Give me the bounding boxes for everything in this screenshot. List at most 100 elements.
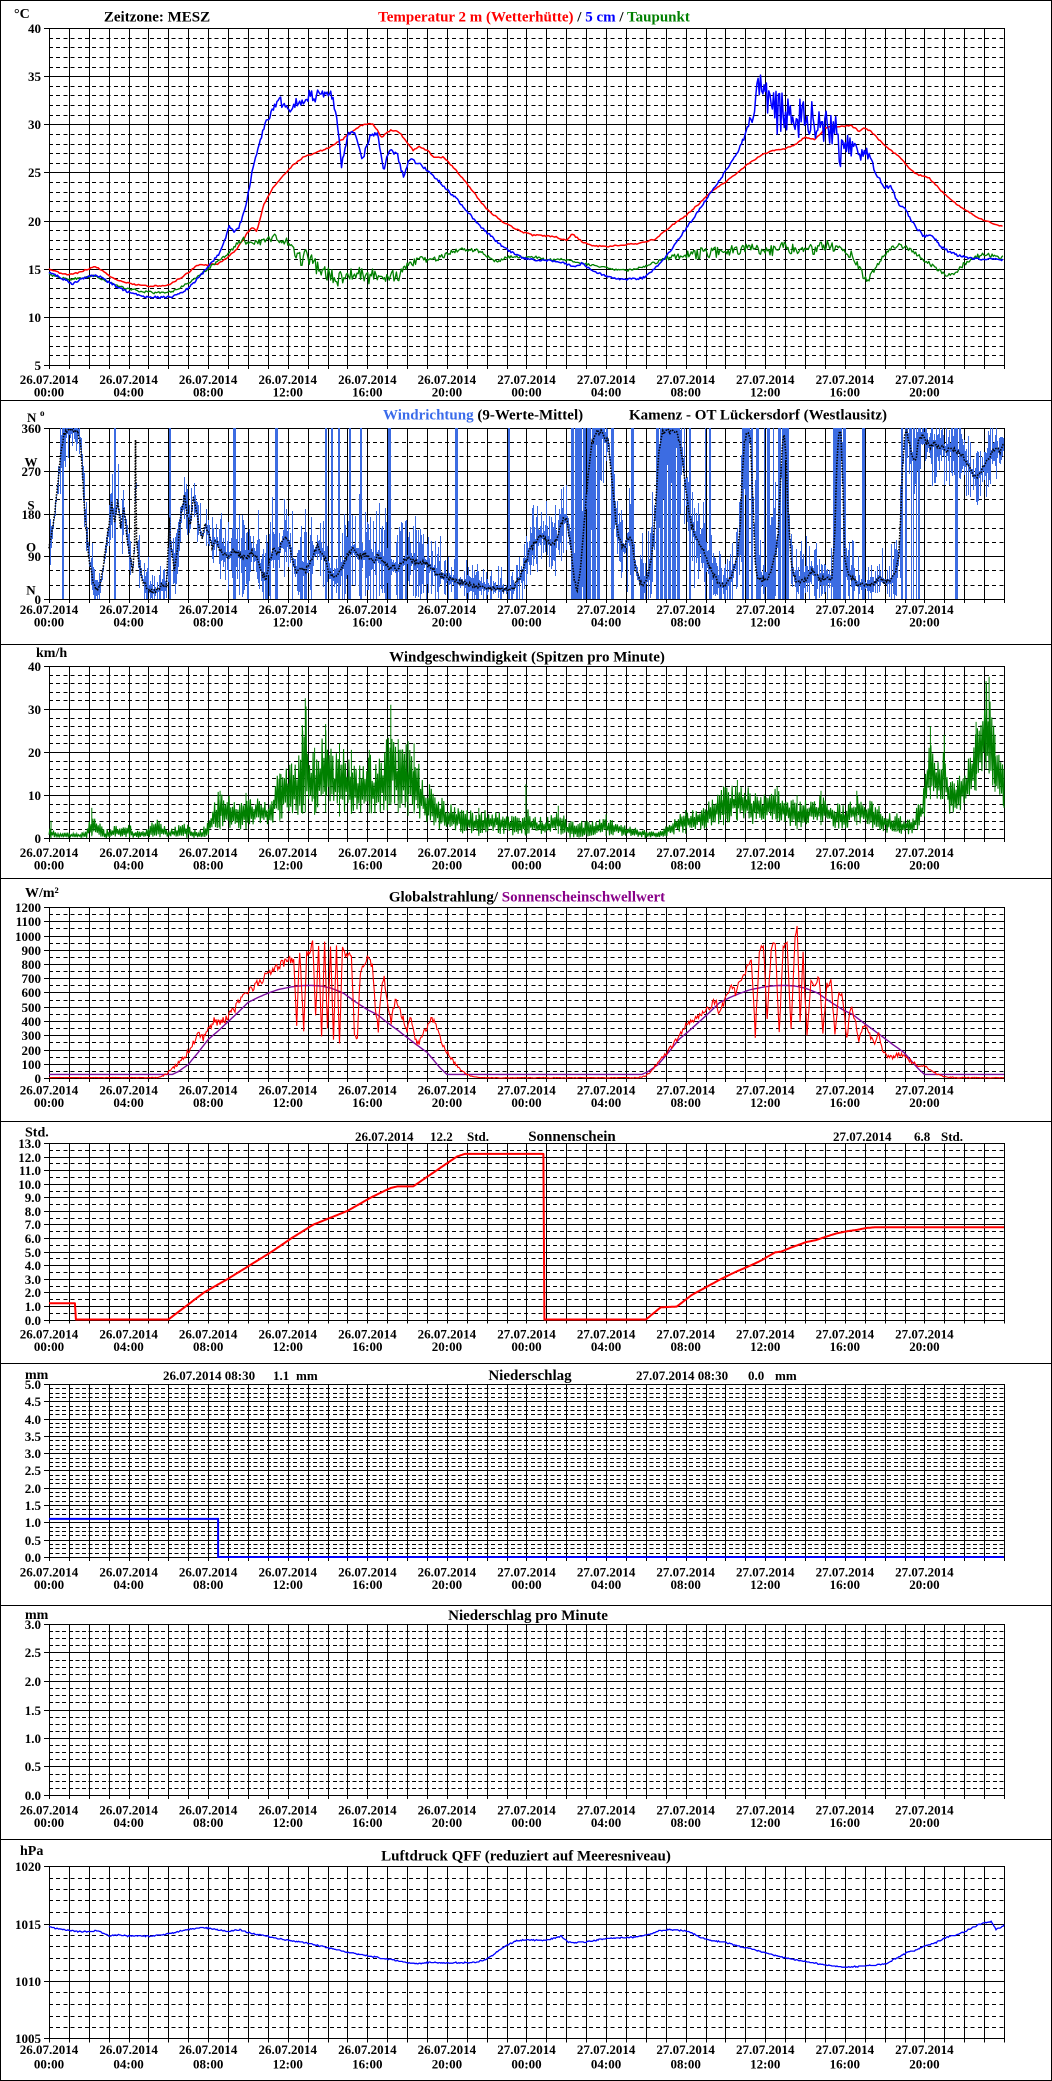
svg-text:30: 30 <box>28 702 41 717</box>
svg-text:08:00: 08:00 <box>670 385 700 400</box>
svg-text:26.07.2014: 26.07.2014 <box>20 372 79 387</box>
svg-text:1.5: 1.5 <box>25 1703 42 1718</box>
svg-text:Zeitzone: MESZ: Zeitzone: MESZ <box>104 10 210 26</box>
svg-text:27.07.2014: 27.07.2014 <box>736 1803 795 1818</box>
svg-text:5.0: 5.0 <box>25 1245 41 1260</box>
svg-text:27.07.2014: 27.07.2014 <box>816 1803 875 1818</box>
svg-text:11.0: 11.0 <box>19 1163 41 1178</box>
svg-text:12:00: 12:00 <box>750 858 780 873</box>
svg-text:26.07.2014: 26.07.2014 <box>259 372 318 387</box>
svg-text:10: 10 <box>28 788 41 803</box>
svg-text:1.1: 1.1 <box>273 1368 289 1383</box>
svg-text:200: 200 <box>22 1043 42 1058</box>
svg-text:26.07.2014: 26.07.2014 <box>179 2042 238 2057</box>
svg-text:26.07.2014: 26.07.2014 <box>355 1129 414 1144</box>
svg-text:3.0: 3.0 <box>25 1446 41 1461</box>
svg-text:16:00: 16:00 <box>352 385 382 400</box>
svg-text:16:00: 16:00 <box>830 1815 860 1830</box>
svg-text:Temperatur 2 m (Wetterhütte) /: Temperatur 2 m (Wetterhütte) / 5 cm / Ta… <box>378 10 690 26</box>
svg-text:27.07.2014: 27.07.2014 <box>577 1083 636 1098</box>
svg-text:04:00: 04:00 <box>113 385 143 400</box>
svg-text:26.07.2014: 26.07.2014 <box>20 2042 79 2057</box>
svg-text:00:00: 00:00 <box>511 1815 541 1830</box>
svg-text:26.07.2014: 26.07.2014 <box>418 1327 477 1342</box>
svg-text:26.07.2014: 26.07.2014 <box>259 602 318 617</box>
svg-text:0.0: 0.0 <box>25 1313 41 1328</box>
svg-text:2.5: 2.5 <box>25 1463 42 1478</box>
svg-text:Niederschlag: Niederschlag <box>488 1368 572 1384</box>
svg-text:27.07.2014: 27.07.2014 <box>577 845 636 860</box>
svg-text:20:00: 20:00 <box>432 858 462 873</box>
svg-text:hPa: hPa <box>20 1844 43 1859</box>
svg-text:26.07.2014: 26.07.2014 <box>99 372 158 387</box>
svg-text:26.07.2014: 26.07.2014 <box>418 2042 477 2057</box>
svg-text:1.0: 1.0 <box>25 1731 41 1746</box>
svg-text:26.07.2014: 26.07.2014 <box>418 1083 477 1098</box>
svg-text:6.8: 6.8 <box>914 1129 931 1144</box>
svg-text:27.07.2014: 27.07.2014 <box>577 1565 636 1580</box>
svg-text:26.07.2014: 26.07.2014 <box>418 372 477 387</box>
svg-text:27.07.2014: 27.07.2014 <box>497 1083 556 1098</box>
svg-text:08:00: 08:00 <box>193 1095 223 1110</box>
svg-text:5: 5 <box>35 358 42 373</box>
svg-text:04:00: 04:00 <box>113 858 143 873</box>
svg-text:04:00: 04:00 <box>113 1815 143 1830</box>
svg-text:20:00: 20:00 <box>432 2057 462 2072</box>
svg-text:27.07.2014: 27.07.2014 <box>895 845 954 860</box>
svg-text:26.07.2014: 26.07.2014 <box>259 1083 318 1098</box>
svg-text:16:00: 16:00 <box>830 385 860 400</box>
svg-text:20:00: 20:00 <box>909 615 939 630</box>
svg-text:1.0: 1.0 <box>25 1515 41 1530</box>
svg-text:27.07.2014: 27.07.2014 <box>816 1083 875 1098</box>
svg-text:Sonnenschein: Sonnenschein <box>528 1129 616 1145</box>
svg-text:mm: mm <box>775 1368 797 1383</box>
svg-text:26.07.2014: 26.07.2014 <box>99 2042 158 2057</box>
svg-text:27.07.2014: 27.07.2014 <box>816 1327 875 1342</box>
svg-text:0.0: 0.0 <box>25 1550 41 1565</box>
svg-text:27.07.2014: 27.07.2014 <box>816 372 875 387</box>
svg-text:27.07.2014: 27.07.2014 <box>656 845 715 860</box>
svg-text:1200: 1200 <box>15 900 41 915</box>
svg-text:12:00: 12:00 <box>750 1815 780 1830</box>
svg-text:27.07.2014: 27.07.2014 <box>736 2042 795 2057</box>
svg-text:800: 800 <box>22 957 42 972</box>
svg-text:26.07.2014 08:30: 26.07.2014 08:30 <box>163 1368 255 1383</box>
svg-text:Windgeschwindigkeit (Spitzen p: Windgeschwindigkeit (Spitzen pro Minute) <box>389 650 665 666</box>
svg-text:40: 40 <box>28 21 41 36</box>
svg-text:12:00: 12:00 <box>273 615 303 630</box>
svg-text:16:00: 16:00 <box>352 1577 382 1592</box>
svg-text:Std.: Std. <box>25 1126 49 1141</box>
svg-text:100: 100 <box>22 1057 42 1072</box>
svg-text:2.0: 2.0 <box>25 1674 41 1689</box>
svg-text:20:00: 20:00 <box>432 385 462 400</box>
svg-text:300: 300 <box>22 1028 42 1043</box>
svg-text:8.0: 8.0 <box>25 1204 41 1219</box>
svg-text:16:00: 16:00 <box>830 1577 860 1592</box>
svg-text:27.07.2014: 27.07.2014 <box>736 1083 795 1098</box>
svg-text:20:00: 20:00 <box>432 1577 462 1592</box>
svg-text:20:00: 20:00 <box>432 615 462 630</box>
svg-text:04:00: 04:00 <box>591 1095 621 1110</box>
svg-text:26.07.2014: 26.07.2014 <box>338 372 397 387</box>
svg-text:04:00: 04:00 <box>591 858 621 873</box>
svg-text:27.07.2014: 27.07.2014 <box>497 2042 556 2057</box>
svg-text:26.07.2014: 26.07.2014 <box>338 2042 397 2057</box>
svg-text:30: 30 <box>28 117 41 132</box>
svg-text:12:00: 12:00 <box>273 1095 303 1110</box>
svg-text:12.0: 12.0 <box>18 1150 41 1165</box>
svg-text:12:00: 12:00 <box>273 1339 303 1354</box>
svg-text:Windrichtung (9-Werte-Mittel): Windrichtung (9-Werte-Mittel) <box>383 408 583 424</box>
svg-text:26.07.2014: 26.07.2014 <box>20 1083 79 1098</box>
svg-text:26.07.2014: 26.07.2014 <box>418 1803 477 1818</box>
svg-text:27.07.2014: 27.07.2014 <box>656 1083 715 1098</box>
svg-text:9.0: 9.0 <box>25 1190 41 1205</box>
svg-text:3.0: 3.0 <box>25 1272 41 1287</box>
svg-text:3.5: 3.5 <box>25 1429 42 1444</box>
svg-text:27.07.2014: 27.07.2014 <box>577 2042 636 2057</box>
svg-text:00:00: 00:00 <box>511 615 541 630</box>
svg-text:26.07.2014: 26.07.2014 <box>99 1803 158 1818</box>
svg-text:20:00: 20:00 <box>432 1815 462 1830</box>
svg-text:26.07.2014: 26.07.2014 <box>99 845 158 860</box>
svg-text:12:00: 12:00 <box>750 615 780 630</box>
svg-text:16:00: 16:00 <box>830 1339 860 1354</box>
